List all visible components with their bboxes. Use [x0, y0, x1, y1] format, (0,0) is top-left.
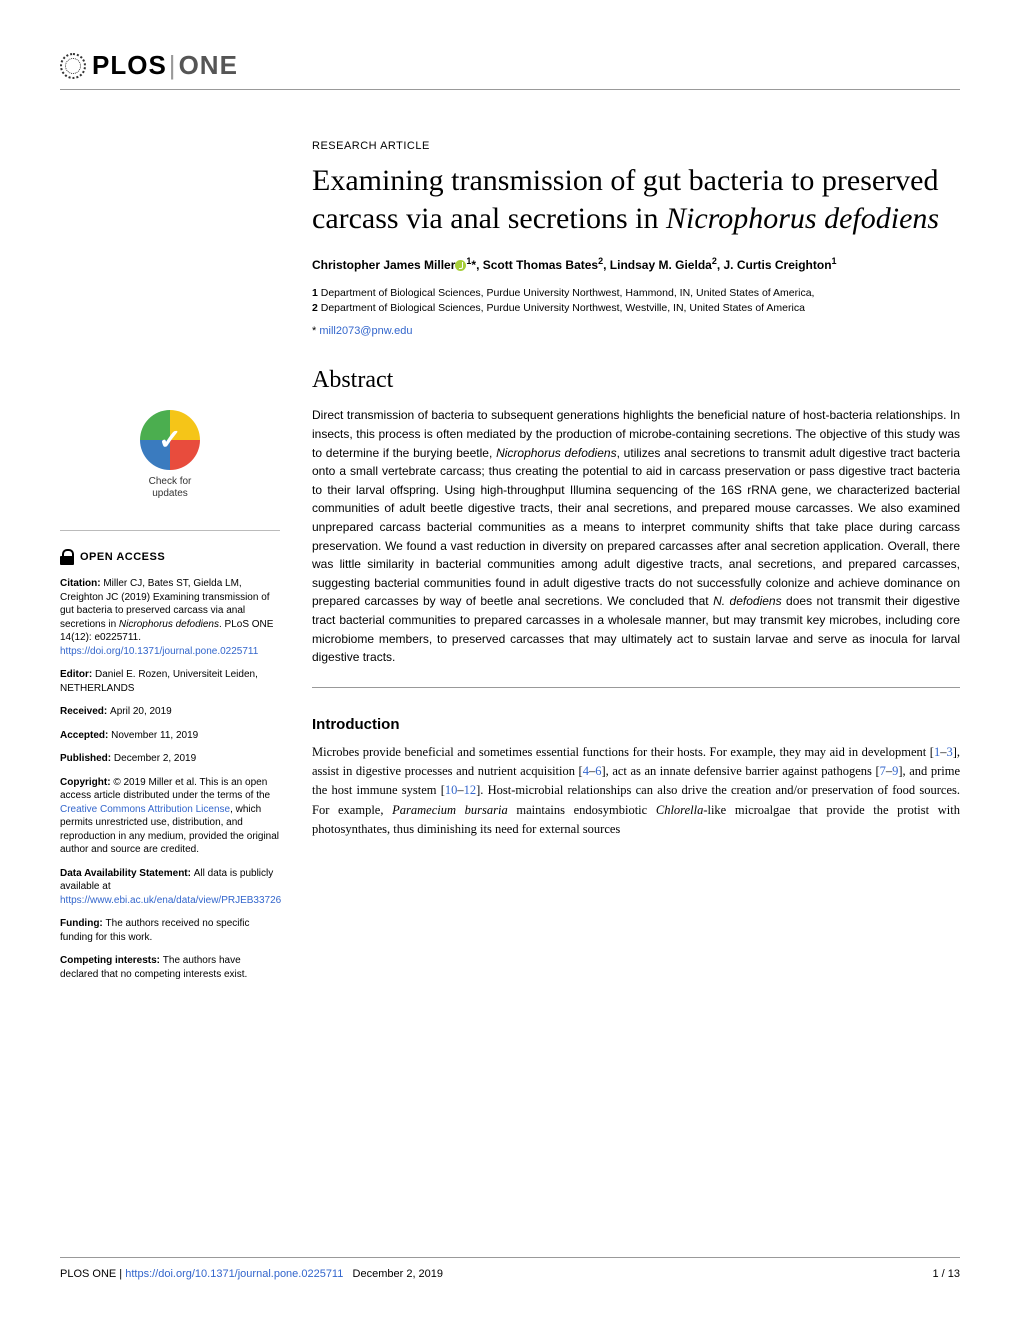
copyright-block: Copyright: © 2019 Miller et al. This is …	[60, 776, 280, 857]
footer-page-number: 1 / 13	[932, 1268, 960, 1280]
crossmark-badge-icon	[140, 410, 200, 470]
footer-journal: PLOS ONE |	[60, 1268, 125, 1280]
correspondence: * mill2073@pnw.edu	[312, 325, 960, 337]
authors-line: Christopher James Miller1*, Scott Thomas…	[312, 255, 960, 274]
citation-species: Nicrophorus defodiens	[119, 619, 219, 630]
plos-globe-icon	[60, 53, 86, 79]
introduction-paragraph: Microbes provide beneficial and sometime…	[312, 743, 960, 840]
citation-doi-link[interactable]: https://doi.org/10.1371/journal.pone.022…	[60, 646, 258, 657]
intro-t3: ], act as an innate defensive barrier ag…	[601, 764, 879, 778]
affiliations: 1 Department of Biological Sciences, Pur…	[312, 286, 960, 315]
open-lock-icon	[60, 549, 74, 565]
abstract-species-2: N. defodiens	[713, 594, 782, 608]
editor-label: Editor:	[60, 669, 95, 680]
author-4-pre: , J. Curtis Creighton	[717, 258, 832, 272]
open-access-badge: OPEN ACCESS	[60, 549, 280, 565]
accepted-block: Accepted: November 11, 2019	[60, 729, 280, 743]
received-label: Received:	[60, 706, 110, 717]
sidebar-rule-1	[60, 530, 280, 531]
citation-label: Citation:	[60, 578, 103, 589]
accepted-label: Accepted:	[60, 730, 111, 741]
author-4-affil: 1	[832, 256, 837, 266]
citation-block: Citation: Miller CJ, Bates ST, Gielda LM…	[60, 577, 280, 658]
received-date: April 20, 2019	[110, 706, 172, 717]
published-label: Published:	[60, 753, 114, 764]
affil-1-text: Department of Biological Sciences, Purdu…	[318, 287, 815, 299]
author-3-pre: , Lindsay M. Gielda	[603, 258, 712, 272]
competing-interests-block: Competing interests: The authors have de…	[60, 954, 280, 981]
funding-block: Funding: The authors received no specifi…	[60, 917, 280, 944]
published-date: December 2, 2019	[114, 753, 196, 764]
ref-link-10[interactable]: 10	[445, 783, 458, 797]
footer-doi-link[interactable]: https://doi.org/10.1371/journal.pone.022…	[125, 1268, 343, 1280]
published-block: Published: December 2, 2019	[60, 752, 280, 766]
introduction-heading: Introduction	[312, 716, 960, 733]
ref-link-12[interactable]: 12	[464, 783, 477, 797]
data-availability-block: Data Availability Statement: All data is…	[60, 867, 280, 908]
page-footer: PLOS ONE | https://doi.org/10.1371/journ…	[60, 1257, 960, 1280]
funding-label: Funding:	[60, 918, 106, 929]
journal-logo: PLOS|ONE	[60, 50, 960, 81]
open-access-label: OPEN ACCESS	[80, 550, 165, 565]
logo-plos: PLOS	[92, 50, 167, 80]
abstract-rule	[312, 687, 960, 688]
orcid-icon[interactable]	[455, 260, 466, 271]
intro-t6: maintains endosymbiotic	[508, 803, 656, 817]
editor-block: Editor: Daniel E. Rozen, Universiteit Le…	[60, 668, 280, 695]
article-title: Examining transmission of gut bacteria t…	[312, 162, 960, 237]
footer-date: December 2, 2019	[353, 1268, 444, 1280]
competing-label: Competing interests:	[60, 955, 163, 966]
intro-species-2: Chlorella	[656, 803, 703, 817]
main-column: RESEARCH ARTICLE Examining transmission …	[312, 140, 960, 991]
abstract-part-2: , utilizes anal secretions to transmit a…	[312, 446, 960, 609]
received-block: Received: April 20, 2019	[60, 705, 280, 719]
affil-2-text: Department of Biological Sciences, Purdu…	[318, 302, 805, 314]
accepted-date: November 11, 2019	[111, 730, 198, 741]
article-type: RESEARCH ARTICLE	[312, 140, 960, 152]
data-label: Data Availability Statement:	[60, 868, 194, 879]
logo-one: ONE	[179, 50, 238, 80]
check-updates-line1: Check for	[149, 476, 192, 487]
cc-license-link[interactable]: Creative Commons Attribution License	[60, 804, 230, 815]
title-species: Nicrophorus defodiens	[666, 202, 939, 235]
author-2-pre: , Scott Thomas Bates	[476, 258, 598, 272]
abstract-text: Direct transmission of bacteria to subse…	[312, 406, 960, 666]
abstract-species-1: Nicrophorus defodiens	[496, 446, 617, 460]
sidebar: Check for updates OPEN ACCESS Citation: …	[60, 140, 280, 991]
logo-separator: |	[169, 50, 177, 80]
corresp-email-link[interactable]: mill2073@pnw.edu	[319, 325, 412, 337]
check-for-updates-widget[interactable]: Check for updates	[120, 410, 220, 500]
intro-species-1: Paramecium bursaria	[392, 803, 508, 817]
abstract-heading: Abstract	[312, 367, 960, 394]
check-updates-line2: updates	[152, 488, 188, 499]
copyright-label: Copyright:	[60, 777, 113, 788]
author-1: Christopher James Miller	[312, 258, 455, 272]
intro-t1: Microbes provide beneficial and sometime…	[312, 745, 934, 759]
header-rule	[60, 89, 960, 90]
data-repo-link[interactable]: https://www.ebi.ac.uk/ena/data/view/PRJE…	[60, 895, 281, 906]
